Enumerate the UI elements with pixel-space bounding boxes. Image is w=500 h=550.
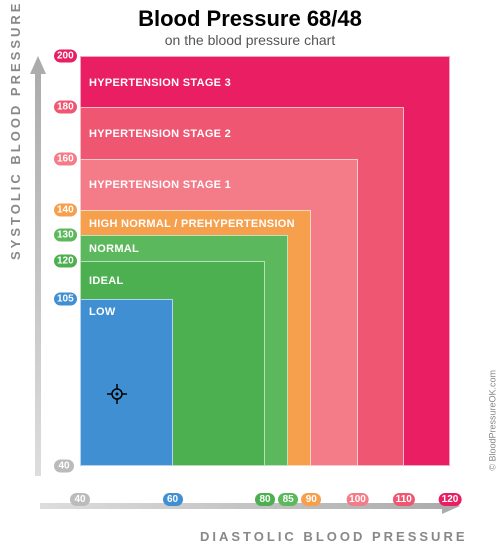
y-tick: 180 — [54, 101, 77, 114]
credit-text: © BloodPressureOK.com — [488, 370, 498, 471]
y-tick: 120 — [54, 255, 77, 268]
plot-area: HYPERTENSION STAGE 3 HYPERTENSION STAGE 2… — [80, 56, 450, 466]
x-tick: 110 — [393, 493, 415, 506]
y-tick: 140 — [54, 203, 77, 216]
y-tick: 130 — [54, 229, 77, 242]
zone-label: HIGH NORMAL / PREHYPERTENSION — [89, 218, 295, 230]
x-tick: 40 — [70, 493, 90, 506]
zone-label: HYPERTENSION STAGE 2 — [89, 128, 231, 140]
y-tick: 200 — [54, 50, 77, 63]
x-tick: 90 — [301, 493, 321, 506]
x-axis-label: DIASTOLIC BLOOD PRESSURE — [200, 529, 468, 544]
y-tick: 40 — [54, 460, 74, 473]
chart-area: HYPERTENSION STAGE 3 HYPERTENSION STAGE 2… — [50, 56, 450, 496]
x-tick: 60 — [163, 493, 183, 506]
y-axis-label: SYSTOLIC BLOOD PRESSURE — [8, 1, 23, 260]
y-tick: 160 — [54, 152, 77, 165]
zone-low: LOW — [80, 299, 173, 466]
page-subtitle: on the blood pressure chart — [0, 32, 500, 48]
x-tick: 100 — [346, 493, 369, 506]
reading-marker-icon — [107, 384, 127, 404]
x-tick: 80 — [255, 493, 275, 506]
y-tick: 105 — [54, 293, 77, 306]
zone-label: HYPERTENSION STAGE 3 — [89, 77, 231, 89]
zone-label: IDEAL — [89, 275, 124, 287]
x-tick: 120 — [439, 493, 462, 506]
page-title: Blood Pressure 68/48 — [0, 0, 500, 32]
x-tick: 85 — [278, 493, 298, 506]
zone-label: LOW — [89, 306, 116, 318]
zone-label: NORMAL — [89, 243, 139, 255]
y-axis-arrow — [30, 56, 46, 476]
zone-label: HYPERTENSION STAGE 1 — [89, 179, 231, 191]
